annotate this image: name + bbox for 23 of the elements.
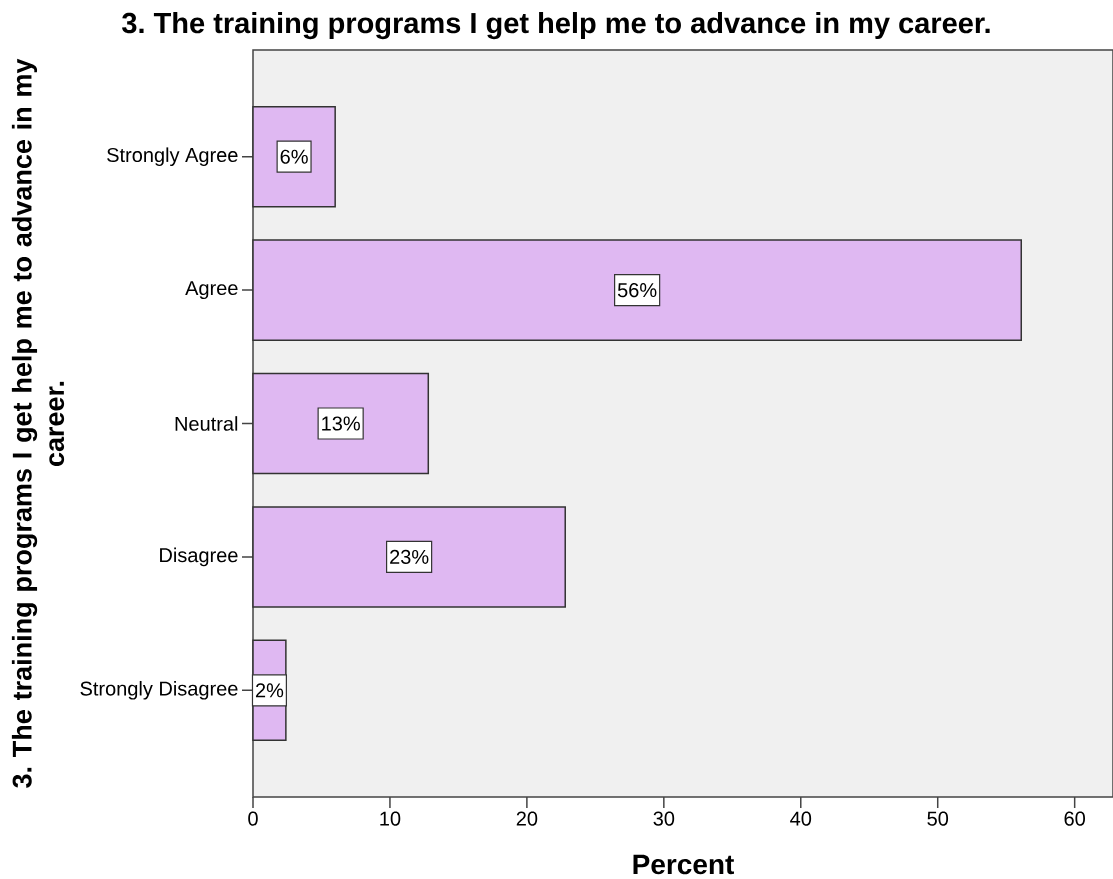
x-tick-label: 20 — [516, 811, 538, 826]
data-label: 23% — [390, 549, 429, 564]
y-axis-title: 3. The training programs I get help me to advance in my career. — [11, 58, 65, 788]
data-label: 56% — [617, 283, 657, 298]
data-label: 2% — [255, 683, 284, 698]
y-tick-label: Neutral — [175, 416, 238, 431]
bar — [252, 372, 430, 475]
x-tick-label: 60 — [1064, 811, 1085, 826]
x-tick-label: 50 — [927, 811, 949, 826]
bar — [252, 239, 1022, 341]
data-label: 13% — [322, 416, 360, 431]
y-tick-label: Strongly Agree — [107, 147, 238, 167]
x-tick-label: 0 — [248, 811, 258, 826]
chart-title: 3. The training programs I get help me to advance in my career. — [122, 12, 990, 40]
y-tick-label: Agree — [185, 281, 238, 300]
x-axis-title: Percent — [633, 854, 735, 875]
y-tick-label: Disagree — [160, 547, 238, 567]
x-tick-label: 40 — [790, 811, 812, 826]
x-tick-label: 30 — [653, 811, 675, 826]
x-tick-label: 10 — [380, 811, 401, 826]
data-label: 6% — [280, 149, 308, 164]
y-tick-label: Strongly Disagree — [80, 680, 238, 700]
bar — [252, 506, 566, 608]
